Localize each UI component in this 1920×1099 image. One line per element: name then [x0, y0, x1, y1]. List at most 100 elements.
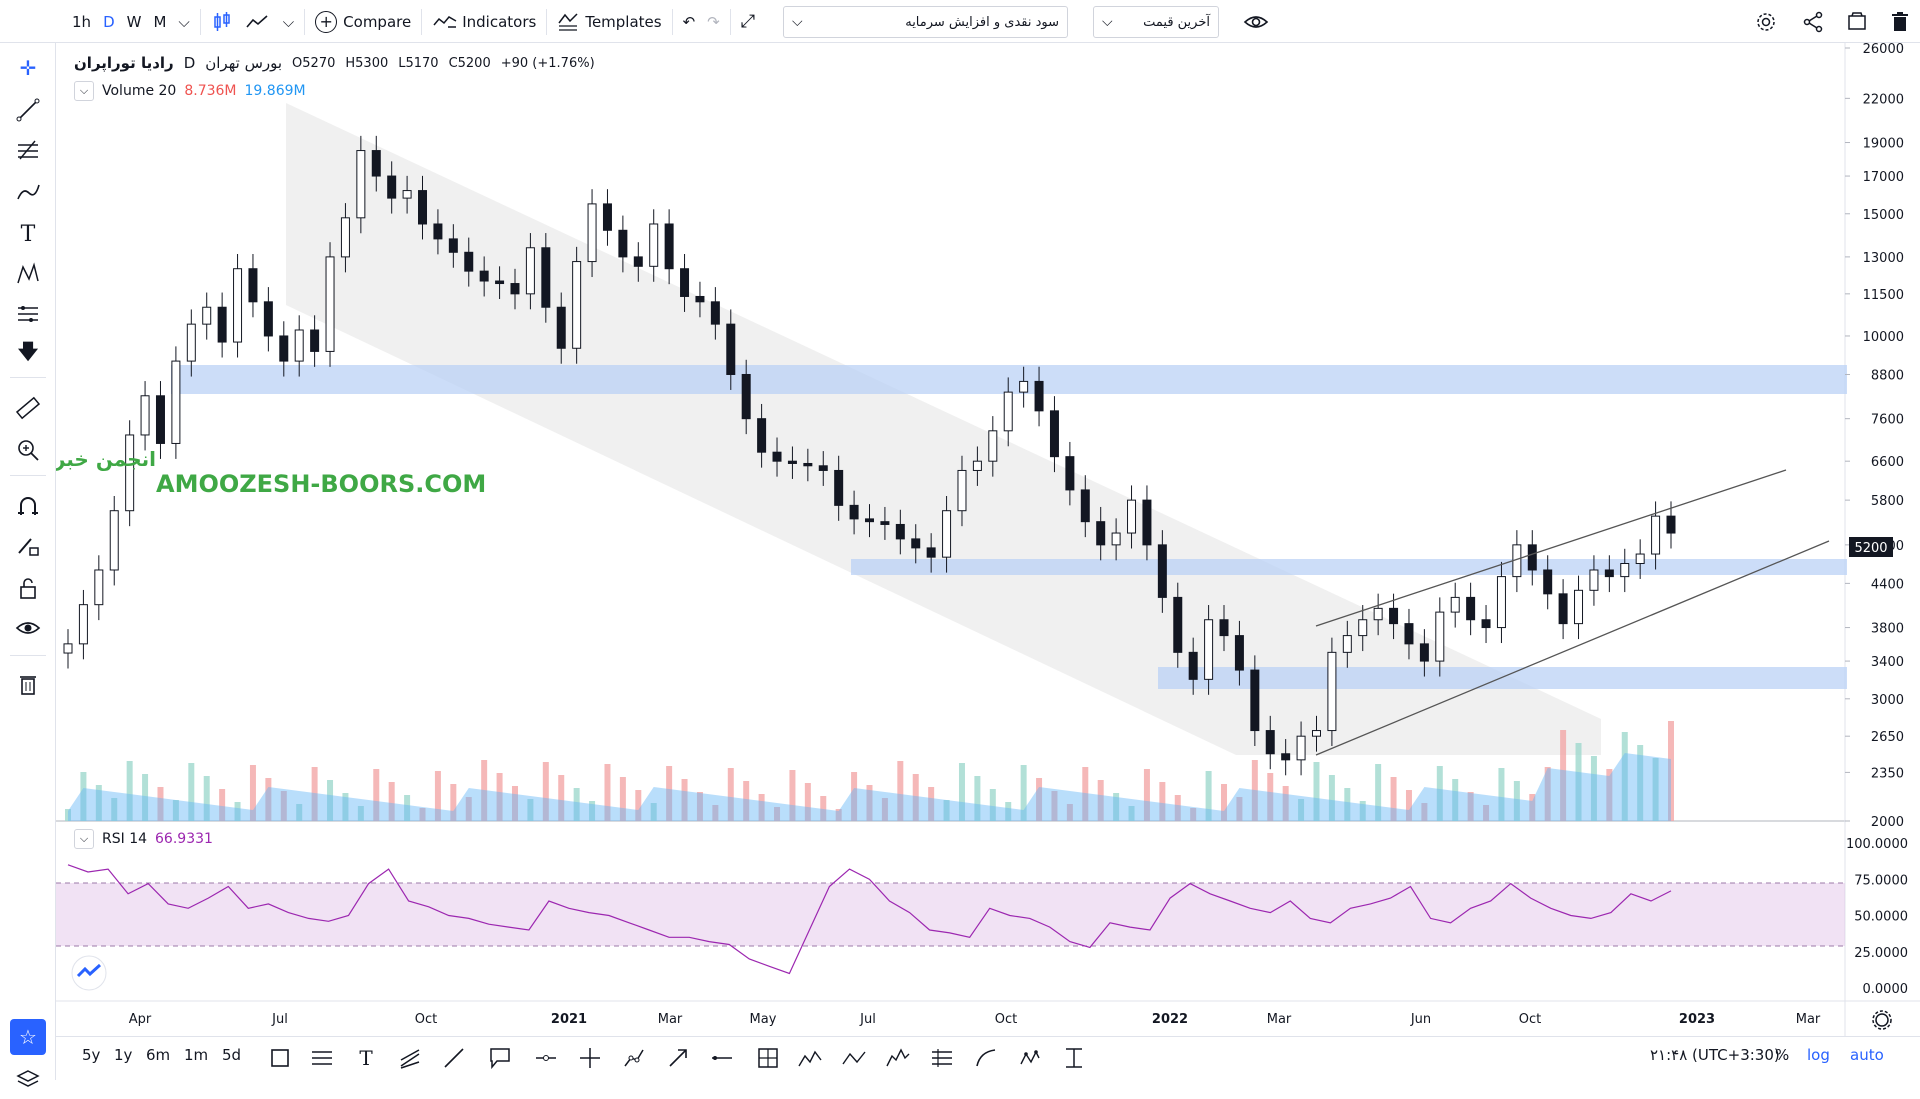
- price-chart[interactable]: انجمن خبرگان بورس تهران AMOOZESH-BOORS.C…: [56, 43, 1920, 1036]
- toolbar-divider: [671, 8, 673, 35]
- candle-body-51: [849, 504, 859, 520]
- volume-collapse-button[interactable]: ⌵: [74, 81, 94, 101]
- axis-settings-button[interactable]: [1872, 1010, 1892, 1030]
- interval-w[interactable]: W: [126, 12, 142, 31]
- line-style-button[interactable]: [239, 0, 277, 43]
- price-tick-label-16: 3000: [1871, 693, 1904, 708]
- candle-style-button[interactable]: [205, 0, 239, 43]
- fib-tool[interactable]: [0, 131, 56, 169]
- parallel-lines-tool[interactable]: [304, 1040, 340, 1076]
- symbol-name[interactable]: راديا توراپران: [74, 54, 174, 72]
- remove-drawings-tool[interactable]: [0, 665, 56, 703]
- measure-tool[interactable]: [0, 389, 56, 427]
- share-button[interactable]: [1796, 0, 1830, 43]
- style-dropdown[interactable]: ⌵: [277, 0, 300, 43]
- info-line-tool[interactable]: [704, 1040, 740, 1076]
- time-tick-label-6: Jul: [859, 1012, 876, 1027]
- curve-tool[interactable]: [968, 1040, 1004, 1076]
- cross-line-tool[interactable]: [572, 1040, 608, 1076]
- prediction-tool[interactable]: [0, 295, 56, 333]
- log-scale-button[interactable]: log: [1807, 1046, 1830, 1064]
- position-tool[interactable]: [924, 1040, 960, 1076]
- ohlc-change: +90 (+1.76%): [500, 55, 595, 71]
- rsi-collapse-button[interactable]: ⌵: [74, 829, 94, 849]
- path-tool[interactable]: [616, 1040, 652, 1076]
- volume-bar-71: [1159, 782, 1166, 821]
- pattern-tool[interactable]: [0, 255, 56, 293]
- more-tools-button[interactable]: 🡇: [0, 335, 56, 373]
- compare-button[interactable]: + Compare: [309, 0, 417, 43]
- pitchfork-tool[interactable]: [392, 1040, 428, 1076]
- text-tool-bottom[interactable]: T: [348, 1040, 384, 1076]
- xabcd-pattern-tool[interactable]: [792, 1040, 828, 1076]
- brush-tool[interactable]: [0, 173, 56, 211]
- arrow-icon: [669, 1049, 687, 1067]
- range-1y[interactable]: 1y: [114, 1046, 133, 1064]
- indicators-button[interactable]: Indicators: [426, 0, 542, 43]
- price-select[interactable]: آخرین قیمت ⌵: [1093, 6, 1219, 38]
- candle-body-65: [1065, 456, 1075, 491]
- delete-button[interactable]: [1884, 0, 1916, 43]
- stay-drawing-tool[interactable]: [0, 527, 56, 565]
- volume-bar-96: [1544, 767, 1551, 821]
- toolbar-divider: [10, 377, 46, 378]
- elliott-icon: [886, 1048, 910, 1067]
- text-tool[interactable]: T: [0, 215, 56, 253]
- range-6m[interactable]: 6m: [146, 1046, 171, 1064]
- triangle-pattern-tool[interactable]: [1012, 1040, 1048, 1076]
- interval-d[interactable]: D: [103, 12, 115, 31]
- abcd-pattern-tool[interactable]: [836, 1040, 872, 1076]
- trendline-tool[interactable]: [0, 91, 56, 129]
- arrow-tool[interactable]: [660, 1040, 696, 1076]
- visibility-button[interactable]: [1237, 0, 1275, 43]
- snapshot-button[interactable]: [1840, 0, 1874, 43]
- fullscreen-button[interactable]: ⤢: [735, 0, 761, 43]
- magnet-tool[interactable]: [0, 487, 56, 525]
- undo-button[interactable]: ↶: [677, 0, 702, 43]
- volume-bar-31: [542, 762, 549, 821]
- rectangle-tool[interactable]: [262, 1040, 298, 1076]
- line-tool-bottom[interactable]: [436, 1040, 472, 1076]
- clock-timezone[interactable]: ۲۱:۴۸ (UTC+3:30): [1650, 1046, 1780, 1064]
- interval-m[interactable]: M: [153, 12, 167, 31]
- brush-icon: [17, 184, 40, 200]
- candle-body-68: [1111, 532, 1121, 546]
- candle-body-71: [1157, 544, 1167, 598]
- eye-icon: [1243, 15, 1269, 28]
- range-1m[interactable]: 1m: [184, 1046, 209, 1064]
- redo-button[interactable]: ↷: [701, 0, 726, 43]
- volume-bar-38: [650, 803, 657, 821]
- horizontal-ray-tool[interactable]: [528, 1040, 564, 1076]
- templates-button[interactable]: Templates: [551, 0, 667, 43]
- time-tick-label-11: Oct: [1519, 1012, 1541, 1027]
- volume-bar-13: [265, 778, 272, 821]
- interval-1h[interactable]: 1h: [72, 12, 92, 31]
- settings-button[interactable]: [1749, 0, 1783, 43]
- candle-body-58: [957, 469, 967, 512]
- hide-drawings-tool[interactable]: [0, 609, 56, 647]
- time-axis: Apr Jul Oct 2021 Mar May Jul Oct 2022 Mar Jun Oct 20…: [129, 1012, 1821, 1027]
- date-price-range-tool[interactable]: [750, 1040, 786, 1076]
- layout-select[interactable]: سود نقدی و افزایش سرمایه ⌵: [783, 6, 1068, 38]
- volume-bar-9: [203, 776, 210, 821]
- volume-bar-24: [434, 771, 441, 821]
- elliott-wave-tool[interactable]: [880, 1040, 916, 1076]
- price-range-tool[interactable]: [1056, 1040, 1092, 1076]
- candle-body-33: [572, 261, 582, 349]
- rsi-tick-label-2: 50.0000: [1854, 910, 1908, 925]
- watchlist-button[interactable]: ☆: [10, 1019, 46, 1055]
- interval-dropdown[interactable]: ⌵: [172, 0, 195, 43]
- crosshair-tool[interactable]: ✛: [0, 49, 56, 87]
- range-5d[interactable]: 5d: [222, 1046, 242, 1064]
- volume-bar-73: [1190, 808, 1197, 821]
- percent-scale-button[interactable]: %: [1775, 1046, 1790, 1064]
- auto-scale-button[interactable]: auto: [1850, 1046, 1884, 1064]
- candle-body-79: [1281, 753, 1291, 761]
- tradingview-logo[interactable]: [71, 955, 107, 991]
- range-5y[interactable]: 5y: [82, 1046, 101, 1064]
- lock-tool[interactable]: [0, 569, 56, 607]
- callout-tool[interactable]: [482, 1040, 518, 1076]
- volume-bar-42: [712, 805, 719, 821]
- object-tree-button[interactable]: [0, 1061, 56, 1099]
- zoom-tool[interactable]: [0, 431, 56, 469]
